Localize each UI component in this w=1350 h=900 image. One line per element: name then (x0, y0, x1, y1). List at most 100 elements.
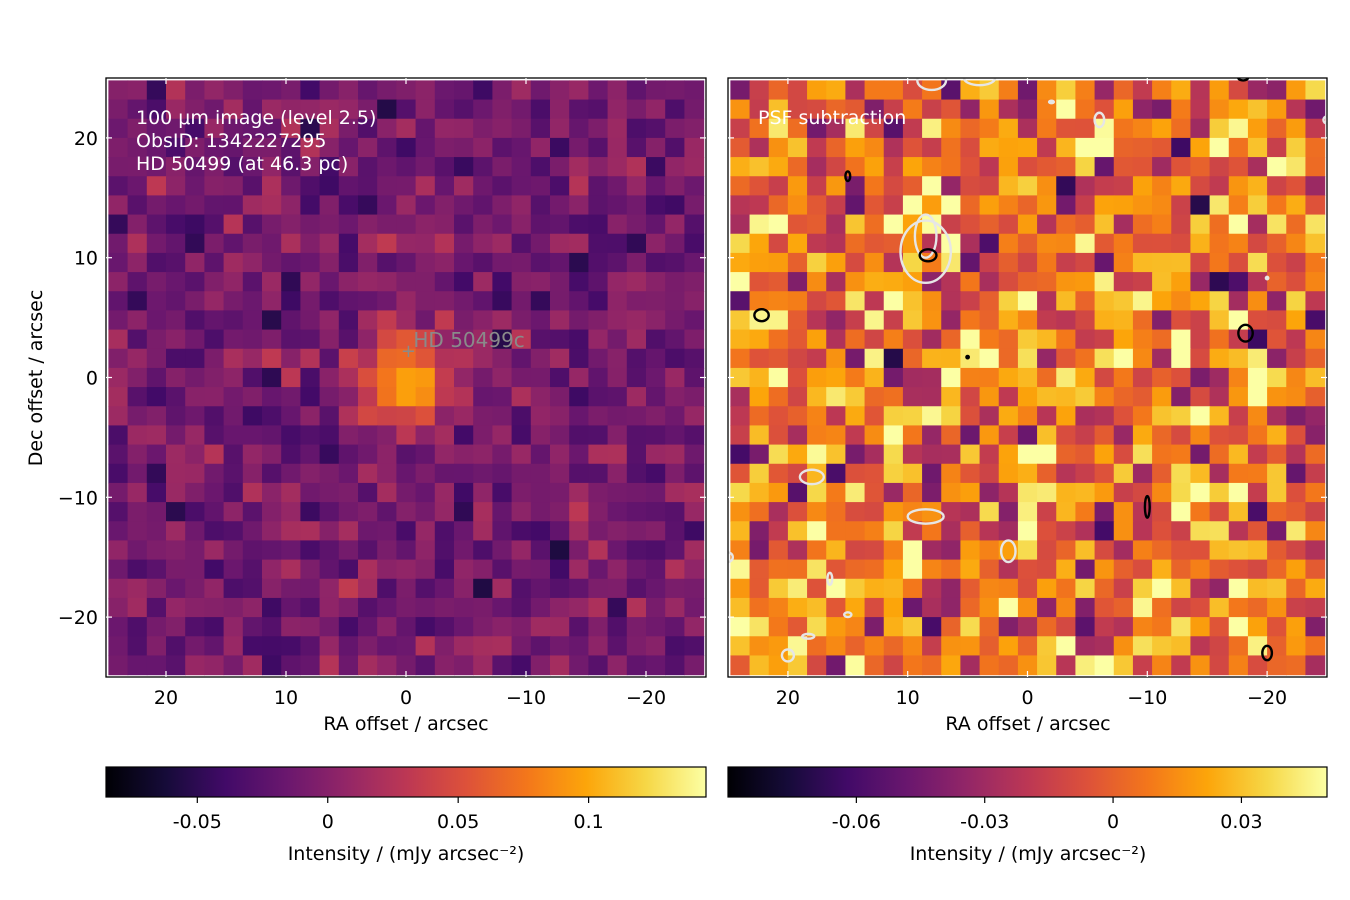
heatmap-pixel (396, 214, 417, 235)
heatmap-pixel (607, 502, 628, 522)
heatmap-pixel (262, 521, 282, 542)
heatmap-pixel (569, 578, 589, 599)
heatmap-pixel (1267, 272, 1287, 292)
heatmap-pixel (1247, 233, 1268, 254)
heatmap-pixel (1017, 137, 1038, 158)
heatmap-pixel (902, 272, 923, 292)
heatmap-pixel (108, 80, 129, 101)
heatmap-pixel (826, 482, 847, 503)
heatmap-pixel (1037, 291, 1057, 312)
heatmap-pixel (1037, 521, 1057, 542)
heatmap-pixel (166, 291, 186, 312)
heatmap-pixel (1056, 291, 1077, 312)
heatmap-pixel (902, 367, 923, 388)
heatmap-pixel (1190, 444, 1211, 465)
heatmap-pixel (1132, 310, 1153, 331)
heatmap-pixel (127, 406, 148, 427)
heatmap-pixel (204, 348, 225, 369)
heatmap-pixel (415, 310, 436, 331)
heatmap-pixel (1190, 655, 1211, 676)
heatmap-pixel (960, 367, 981, 388)
heatmap-pixel (1075, 521, 1096, 542)
heatmap-pixel (845, 329, 866, 350)
x-tick-label: −20 (626, 687, 666, 709)
heatmap-pixel (108, 195, 129, 216)
left-panel: +HD 50499c 100 μm image (level 2.5) ObsI… (25, 77, 707, 735)
heatmap-pixel (338, 348, 359, 369)
heatmap-pixel (434, 482, 455, 503)
heatmap-pixel (1075, 329, 1096, 350)
heatmap-pixel (1132, 578, 1153, 599)
heatmap-pixel (626, 559, 647, 580)
heatmap-pixel (1056, 233, 1077, 254)
heatmap-pixel (338, 387, 359, 407)
heatmap-pixel (108, 291, 129, 312)
heatmap-pixel (415, 636, 436, 657)
heatmap-pixel (730, 367, 751, 388)
heatmap-pixel (1075, 559, 1096, 580)
heatmap-pixel (1152, 444, 1172, 465)
heatmap-pixel (730, 655, 751, 676)
heatmap-pixel (864, 252, 885, 273)
heatmap-pixel (1017, 157, 1038, 177)
heatmap-pixel (1247, 482, 1268, 503)
heatmap-pixel (300, 559, 321, 580)
heatmap-pixel (1190, 195, 1211, 216)
heatmap-pixel (1228, 482, 1249, 503)
heatmap-pixel (166, 502, 186, 522)
heatmap-pixel (281, 348, 301, 369)
heatmap-pixel (845, 559, 866, 580)
heatmap-pixel (511, 310, 532, 331)
heatmap-pixel (511, 214, 532, 235)
heatmap-pixel (204, 387, 225, 407)
heatmap-pixel (922, 195, 942, 216)
heatmap-pixel (1132, 272, 1153, 292)
heatmap-pixel (127, 482, 148, 503)
heatmap-pixel (1171, 540, 1192, 561)
heatmap-pixel (338, 157, 359, 177)
heatmap-pixel (262, 272, 282, 292)
heatmap-pixel (108, 137, 129, 158)
heatmap-pixel (223, 310, 244, 331)
heatmap-pixel (864, 80, 885, 101)
heatmap-pixel (998, 329, 1019, 350)
heatmap-pixel (607, 80, 628, 101)
y-tick-label: −10 (58, 487, 98, 509)
heatmap-pixel (223, 214, 244, 235)
heatmap-pixel (146, 214, 167, 235)
heatmap-pixel (1075, 578, 1096, 599)
heatmap-pixel (300, 118, 321, 139)
heatmap-pixel (1056, 157, 1077, 177)
heatmap-pixel (1286, 137, 1307, 158)
heatmap-pixel (281, 118, 301, 139)
heatmap-pixel (1037, 272, 1057, 292)
heatmap-pixel (1267, 176, 1287, 197)
heatmap-pixel (665, 521, 685, 542)
heatmap-pixel (492, 291, 513, 312)
heatmap-pixel (1171, 482, 1192, 503)
heatmap-pixel (768, 444, 789, 465)
heatmap-pixel (730, 444, 751, 465)
heatmap-pixel (166, 521, 186, 542)
heatmap-pixel (684, 157, 705, 177)
heatmap-pixel (730, 137, 751, 158)
heatmap-pixel (998, 348, 1019, 369)
heatmap-pixel (262, 406, 282, 427)
heatmap-pixel (108, 636, 129, 657)
heatmap-pixel (530, 655, 551, 676)
heatmap-pixel (242, 310, 263, 331)
heatmap-pixel (569, 214, 589, 235)
heatmap-pixel (684, 425, 705, 446)
heatmap-pixel (1094, 214, 1115, 235)
heatmap-pixel (749, 540, 770, 561)
heatmap-pixel (1228, 176, 1249, 197)
heatmap-pixel (922, 291, 942, 312)
heatmap-pixel (787, 118, 808, 139)
heatmap-pixel (1075, 176, 1096, 197)
heatmap-pixel (204, 291, 225, 312)
heatmap-pixel (883, 559, 904, 580)
heatmap-pixel (319, 157, 340, 177)
heatmap-pixel (807, 482, 827, 503)
positive-contour (965, 354, 970, 360)
heatmap-pixel (108, 118, 129, 139)
